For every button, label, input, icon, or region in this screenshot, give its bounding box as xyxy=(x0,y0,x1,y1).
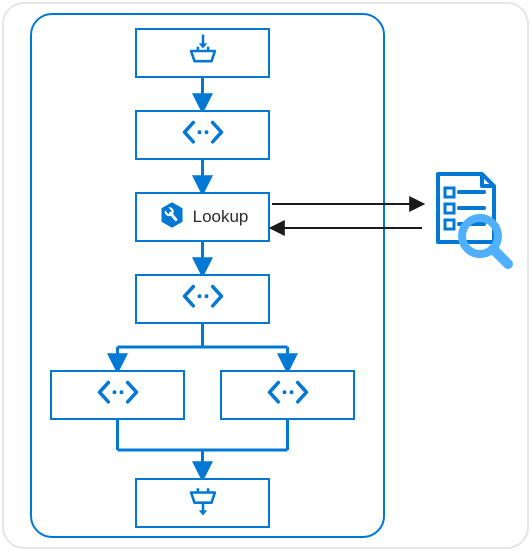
lookup-exchange-arrows xyxy=(0,0,531,551)
diagram-canvas: Lookup xyxy=(0,0,531,551)
datasource-icon xyxy=(430,170,510,270)
